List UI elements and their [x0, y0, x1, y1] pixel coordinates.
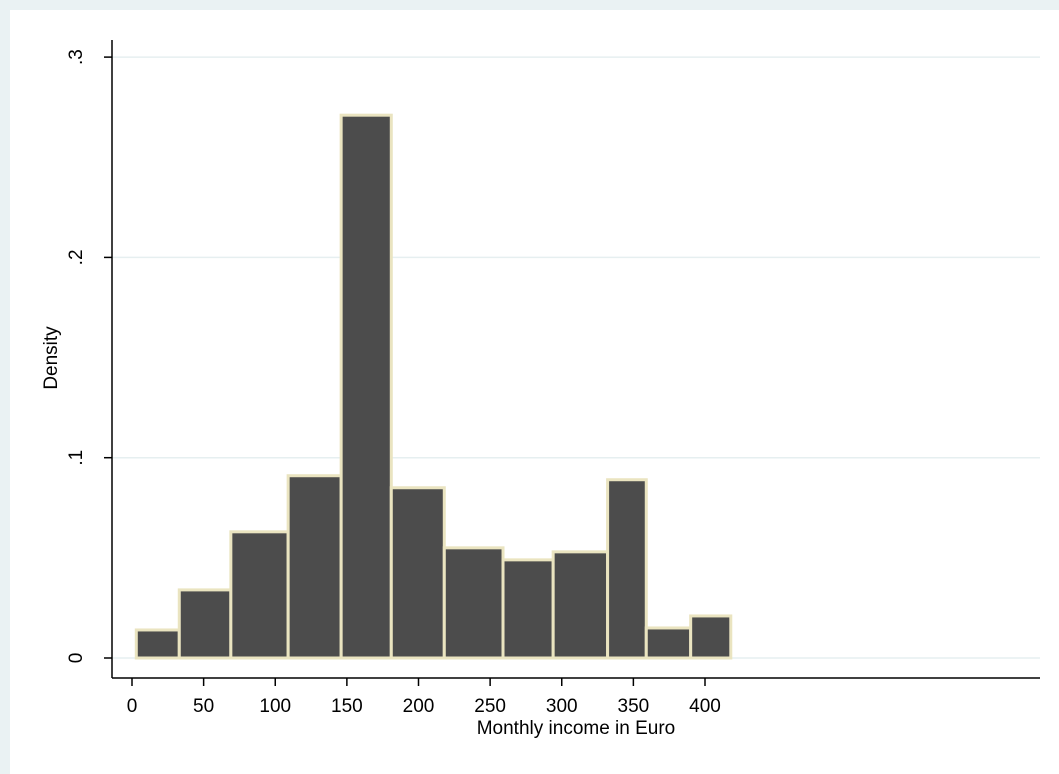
x-axis-title: Monthly income in Euro: [477, 718, 676, 739]
histogram-bar: [606, 478, 648, 660]
axes: [111, 40, 1040, 679]
histogram-bars: [134, 113, 733, 660]
y-axis-title: Density: [41, 326, 62, 390]
y-tick-label: 0: [66, 653, 87, 664]
histogram-bar: [229, 530, 290, 660]
histogram-bar: [286, 474, 343, 660]
histogram-bar: [389, 486, 446, 660]
x-tick-label: 150: [331, 696, 363, 717]
x-tick-label: 0: [127, 696, 138, 717]
x-tick-label: 250: [474, 696, 506, 717]
histogram-bar: [551, 550, 610, 660]
y-tick-label: .3: [66, 49, 87, 65]
x-tick-label: 100: [259, 696, 291, 717]
y-axis-ticks: 0 .1 .2 .3: [66, 49, 112, 663]
x-tick-label: 50: [193, 696, 214, 717]
histogram-bar: [442, 546, 505, 660]
histogram-bar: [501, 558, 555, 660]
x-axis-ticks: 0 50 100 150 200 250 300 350 400: [127, 678, 721, 717]
x-tick-label: 400: [689, 696, 721, 717]
x-tick-label: 300: [546, 696, 578, 717]
y-tick-label: .1: [66, 450, 87, 466]
y-tick-label: .2: [66, 249, 87, 265]
histogram-bar: [134, 628, 181, 660]
x-tick-label: 200: [403, 696, 435, 717]
x-tick-label: 350: [618, 696, 650, 717]
histogram-bar: [644, 626, 693, 660]
histogram-bar: [177, 588, 233, 660]
histogram-bar: [339, 113, 393, 660]
histogram-bar: [689, 614, 733, 660]
